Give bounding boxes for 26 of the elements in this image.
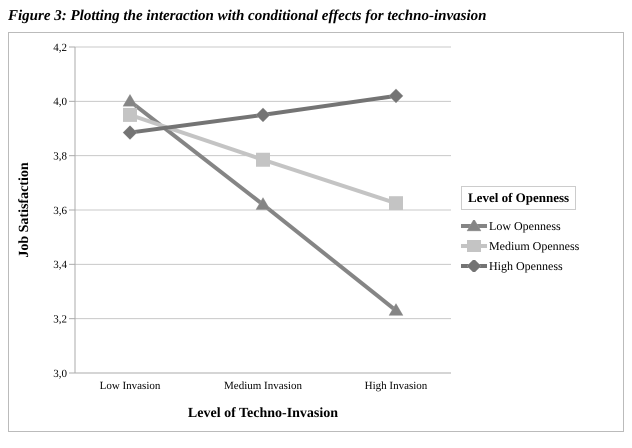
y-tick-label: 3,4 — [53, 259, 68, 272]
point — [256, 197, 270, 210]
x-tick-label: Low Invasion — [100, 380, 161, 392]
x-tick-label: Medium Invasion — [224, 380, 302, 392]
point — [388, 303, 404, 316]
y-tick-label: 3,0 — [53, 368, 68, 380]
point — [122, 125, 138, 140]
point — [123, 108, 137, 122]
legend-label: Low Openness — [489, 218, 561, 234]
point — [388, 88, 404, 104]
y-tick-label: 3,8 — [53, 150, 68, 163]
y-axis-title: Job Satisfaction — [16, 162, 32, 258]
x-axis-title: Level of Techno-Invasion — [188, 406, 338, 421]
y-tick-label: 4,0 — [53, 96, 68, 108]
point — [122, 94, 138, 106]
legend-title: Level of Openness — [461, 186, 576, 210]
y-tick-label: 3,2 — [53, 314, 67, 326]
legend-label: Medium Openness — [489, 238, 580, 254]
legend-label: High Openness — [489, 258, 563, 274]
point — [256, 152, 270, 167]
y-tick-label: 4,2 — [53, 42, 67, 54]
point — [256, 108, 270, 122]
point — [389, 196, 403, 210]
x-tick-label: High Invasion — [364, 380, 428, 392]
chart-title: Figure 3: Plotting the interaction with conditional effects for techno-invasion — [8, 8, 488, 26]
y-tick-label: 3,6 — [53, 204, 68, 217]
